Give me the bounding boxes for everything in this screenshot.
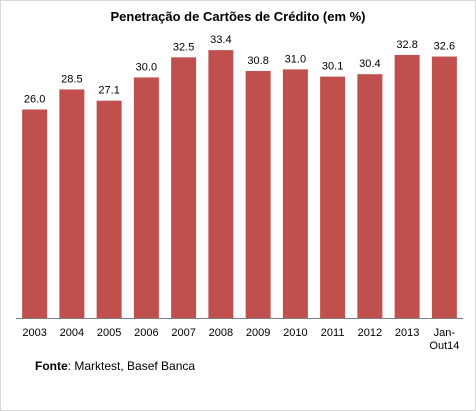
bar [96,100,122,318]
x-tick-label: Jan- [434,327,456,339]
bar-value-label: 30.1 [322,61,343,73]
bar [133,77,159,319]
x-tick-label: 2012 [358,327,382,339]
bar [431,56,457,319]
bar-value-label: 31.0 [285,53,306,65]
source-label: Fonte [35,359,68,373]
bar [171,57,197,318]
bar [208,50,234,318]
bar [245,70,271,318]
x-tick-label: 2009 [246,327,270,339]
source-note: Fonte: Marktest, Basef Banca [35,359,195,373]
bar [357,74,383,318]
x-tick-label: 2006 [134,327,158,339]
x-tick-label: 2008 [209,327,233,339]
bar-value-label: 30.8 [247,55,268,67]
bar [394,54,420,318]
x-tick-label: 2005 [97,327,121,339]
source-text: : Marktest, Basef Banca [67,359,196,373]
bar [320,76,346,318]
bar-value-label: 28.5 [61,73,82,85]
bar-value-label: 27.1 [98,85,119,97]
x-tick-label: Out14 [429,340,459,352]
bar-value-label: 30.4 [359,58,380,70]
bar-value-label: 32.6 [434,41,455,53]
bar [282,69,308,318]
bar-value-label: 26.0 [24,93,45,105]
bar [22,109,48,318]
bar-value-label: 30.0 [136,61,157,73]
x-tick-label: 2003 [22,327,46,339]
x-tick-label: 2011 [321,327,345,339]
x-tick-label: 2010 [283,327,307,339]
x-tick-label: 2004 [60,327,84,339]
bar-value-label: 33.4 [210,34,231,46]
chart-title: Penetração de Cartões de Crédito (em %) [110,9,366,24]
bar [59,89,85,319]
x-tick-label: 2007 [171,327,195,339]
bar-value-label: 32.5 [173,41,194,53]
x-tick-label: 2013 [395,327,419,339]
bar-value-label: 32.8 [396,39,417,51]
